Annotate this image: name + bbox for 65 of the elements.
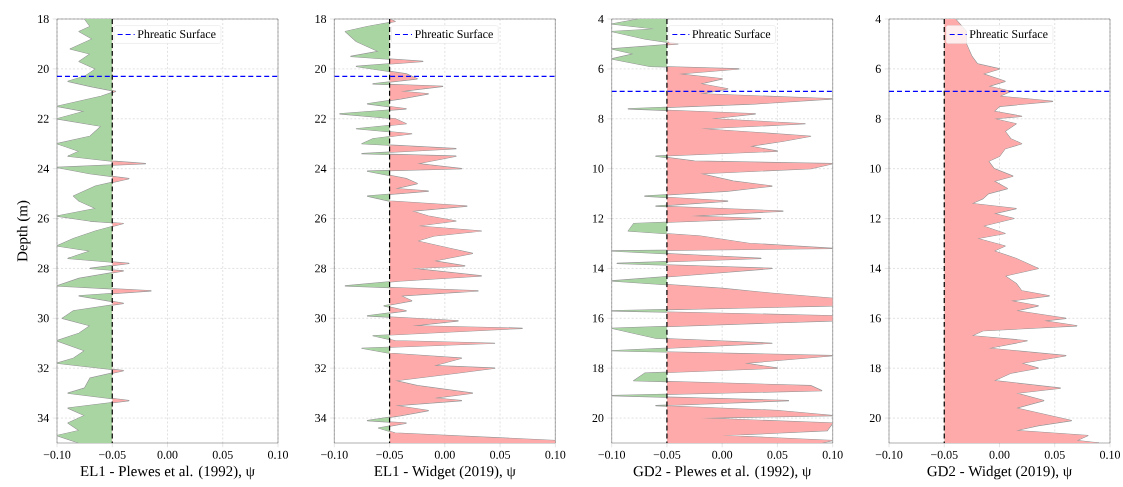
- x-tick-label: −0.10: [43, 450, 71, 459]
- y-tick-label: 6: [598, 64, 604, 73]
- y-tick-label: 18: [315, 14, 327, 24]
- y-tick-label: 4: [598, 15, 604, 23]
- y-tick-label: 16: [593, 314, 604, 323]
- x-axis-title: EL1 - Widget (2019), ψ: [374, 465, 516, 480]
- x-axis-title: GD2 - Plewes et al. (1992), ψ: [633, 465, 812, 480]
- legend-label: Phreatic Surface: [137, 29, 216, 39]
- y-tick-label: 20: [315, 64, 327, 73]
- y-tick-label: 10: [593, 164, 604, 173]
- x-tick-label: −0.10: [875, 450, 903, 459]
- y-tick-label: 20: [869, 414, 881, 423]
- y-tick-label: 12: [593, 214, 604, 223]
- y-tick-label: 32: [315, 364, 326, 373]
- y-tick-label: 20: [37, 64, 49, 73]
- x-tick-label: −0.05: [653, 450, 681, 459]
- y-tick-label: 8: [598, 114, 604, 123]
- y-tick-label: 34: [315, 414, 327, 423]
- x-tick-label: 0.10: [545, 450, 566, 459]
- x-tick-label: 0.00: [989, 450, 1010, 459]
- y-tick-label: 26: [315, 214, 327, 223]
- x-tick-label: −0.05: [376, 450, 403, 459]
- y-tick-label: 24: [315, 164, 327, 173]
- x-tick-label: 0.05: [1044, 450, 1065, 459]
- y-tick-label: 16: [870, 314, 881, 323]
- y-tick-label: 6: [875, 64, 881, 73]
- y-tick-label: 28: [315, 264, 327, 273]
- y-tick-label: 34: [37, 414, 50, 423]
- x-tick-label: −0.05: [99, 450, 126, 459]
- x-tick-label: −0.10: [598, 450, 626, 459]
- y-tick-label: 28: [37, 264, 49, 273]
- y-tick-label: 30: [315, 314, 327, 323]
- legend-label: Phreatic Surface: [414, 29, 493, 39]
- y-tick-label: 14: [593, 264, 604, 273]
- x-axis-title: GD2 - Widget (2019), ψ: [927, 465, 1072, 480]
- y-tick-label: 10: [870, 164, 881, 173]
- x-tick-label: 0.10: [1100, 450, 1121, 459]
- y-tick-label: 12: [870, 214, 881, 223]
- y-tick-label: 14: [870, 264, 882, 273]
- y-tick-label: 18: [593, 364, 604, 373]
- legend-label: Phreatic Surface: [969, 29, 1048, 39]
- y-axis-title: Depth (m): [16, 200, 31, 262]
- y-tick-label: 32: [37, 364, 49, 373]
- x-tick-label: 0.10: [822, 450, 843, 459]
- legend-label: Phreatic Surface: [692, 29, 771, 39]
- y-tick-label: 26: [37, 214, 49, 223]
- y-tick-label: 8: [875, 114, 881, 123]
- y-tick-label: 20: [592, 414, 604, 423]
- x-tick-label: 0.00: [712, 450, 733, 459]
- y-tick-label: 30: [37, 314, 49, 323]
- y-tick-label: 22: [315, 114, 326, 123]
- y-tick-label: 24: [37, 164, 50, 173]
- x-tick-label: 0.10: [267, 450, 288, 459]
- x-tick-label: −0.10: [321, 450, 348, 459]
- y-tick-label: 22: [37, 114, 49, 123]
- x-tick-label: −0.05: [931, 450, 958, 459]
- x-axis-title: EL1 - Plewes et al. (1992), ψ: [80, 465, 255, 480]
- y-tick-label: 4: [875, 15, 882, 23]
- x-tick-label: 0.00: [157, 450, 178, 459]
- x-tick-label: 0.05: [767, 450, 788, 459]
- y-tick-label: 18: [38, 14, 49, 24]
- x-tick-label: 0.05: [490, 450, 511, 459]
- y-tick-label: 18: [870, 364, 881, 373]
- x-tick-label: 0.05: [212, 450, 233, 459]
- x-tick-label: 0.00: [434, 450, 455, 459]
